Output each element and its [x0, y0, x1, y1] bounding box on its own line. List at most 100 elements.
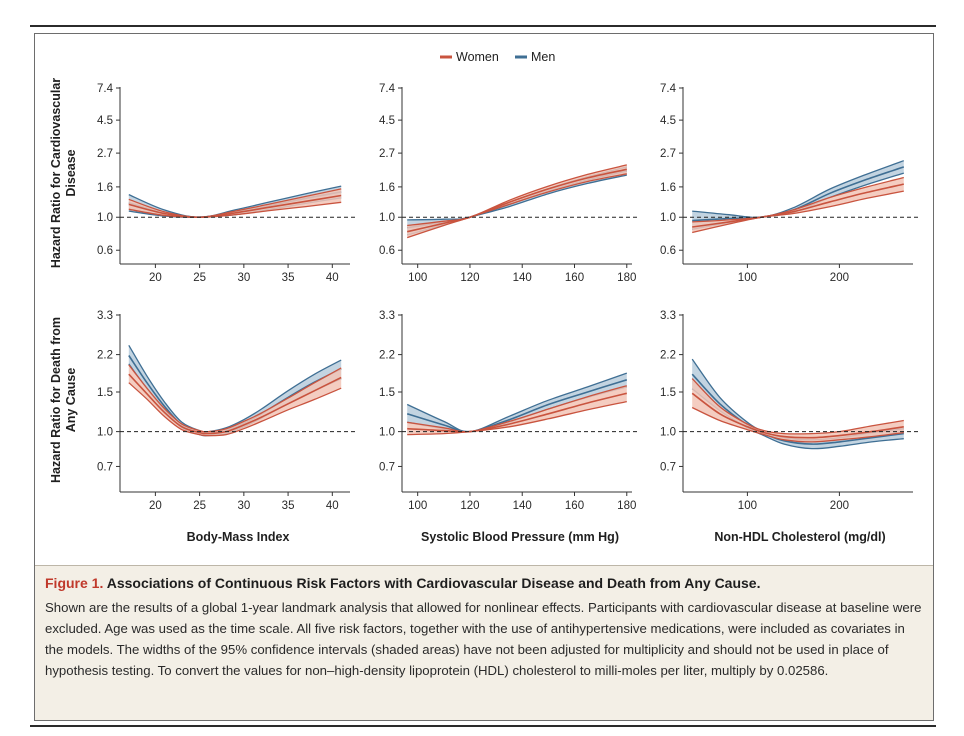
x-tick-label: 25	[193, 500, 206, 512]
women-hazard-line	[691, 392, 904, 439]
x-tick-label: 100	[408, 272, 427, 284]
y-tick-label: 1.0	[660, 212, 676, 224]
women-hazard-line	[407, 392, 627, 433]
y-tick-label: 2.2	[379, 350, 395, 362]
women-hazard-line	[128, 194, 342, 219]
y-tick-label: 1.0	[379, 427, 395, 439]
row2-ylabel-line1: Hazard Ratio for Death from	[49, 317, 63, 483]
top-rule	[30, 25, 936, 27]
row1-ylabel-line2: Disease	[64, 149, 78, 196]
y-tick-label: 3.3	[379, 310, 395, 322]
women-hazard-line	[128, 373, 342, 435]
row2-ylabel-line2: Any Cause	[64, 368, 78, 433]
x-tick-label: 200	[830, 272, 849, 284]
x-tick-label: 100	[408, 500, 427, 512]
men-hazard-line	[406, 379, 628, 433]
x-tick-label: 200	[830, 500, 849, 512]
x-tick-label: 25	[193, 272, 206, 284]
women-lower-ci	[128, 201, 342, 218]
panel-0-2: 7.4 4.5 2.7 1.6 1.0 0.6 100 200	[660, 83, 918, 284]
y-tick-label: 0.6	[660, 245, 676, 257]
y-tick-label: 2.7	[97, 148, 113, 160]
y-tick-label: 4.5	[379, 115, 395, 127]
y-tick-label: 1.6	[97, 182, 113, 194]
x-tick-label: 140	[513, 500, 532, 512]
panel-1-1: 3.3 2.2 1.5 1.0 0.7 100 120 140 160 180	[379, 310, 637, 512]
figure-frame	[34, 33, 934, 721]
y-tick-label: 2.7	[379, 148, 395, 160]
x-tick-label: 160	[565, 500, 584, 512]
panel-1-2: 3.3 2.2 1.5 1.0 0.7 100 200	[660, 310, 918, 512]
x-tick-label: 40	[326, 272, 339, 284]
row1-ylabel-line1: Hazard Ratio for Cardiovascular	[49, 78, 63, 268]
legend-women-label: Women	[456, 50, 499, 64]
y-tick-label: 3.3	[97, 310, 113, 322]
y-tick-label: 1.5	[379, 387, 395, 399]
women-upper-ci	[692, 176, 904, 223]
x-tick-label: 120	[460, 272, 479, 284]
y-tick-label: 3.3	[660, 310, 676, 322]
women-lower-ci	[406, 173, 627, 239]
x-tick-label: 120	[460, 500, 479, 512]
y-tick-label: 0.7	[660, 461, 676, 473]
figure-panels: Women Men Hazard Ratio for Cardiovascula…	[49, 50, 918, 544]
x-tick-label: 160	[565, 272, 584, 284]
legend: Women Men	[440, 50, 555, 64]
x-tick-label: 40	[326, 500, 339, 512]
x-tick-label: 180	[617, 272, 636, 284]
men-upper-ci	[692, 160, 905, 219]
caption-title-line: Figure 1. Associations of Continuous Ris…	[45, 575, 923, 591]
women-upper-ci	[691, 378, 904, 435]
y-tick-label: 4.5	[97, 115, 113, 127]
legend-men-label: Men	[531, 50, 555, 64]
women-upper-ci	[407, 385, 627, 433]
x-tick-label: 20	[149, 272, 162, 284]
x-tick-label: 20	[149, 500, 162, 512]
women-ci-band	[128, 364, 342, 436]
women-hazard-line	[407, 168, 627, 233]
men-upper-ci	[406, 372, 628, 433]
panel-grid: 7.4 4.5 2.7 1.6 1.0 0.6 20 25 30 35 40 7.4 4.5 2.7 1.6…	[97, 83, 918, 512]
women-lower-ci	[128, 382, 342, 437]
x-tick-label: 35	[282, 272, 295, 284]
y-tick-label: 1.0	[379, 212, 395, 224]
women-lower-ci	[407, 400, 627, 436]
x-tick-label: 30	[237, 500, 250, 512]
x-tick-label: 30	[237, 272, 250, 284]
caption-figure-label: Figure 1.	[45, 575, 104, 591]
panel-1-0: 3.3 2.2 1.5 1.0 0.7 20 25 30 35 40	[97, 310, 355, 512]
women-lower-ci	[691, 406, 904, 443]
y-tick-label: 0.7	[97, 461, 113, 473]
y-tick-label: 7.4	[379, 83, 396, 95]
y-tick-label: 2.2	[660, 350, 676, 362]
women-upper-ci	[128, 364, 342, 433]
y-tick-label: 0.6	[379, 245, 395, 257]
caption-title: Associations of Continuous Risk Factors …	[106, 575, 761, 591]
panel-0-0: 7.4 4.5 2.7 1.6 1.0 0.6 20 25 30 35 40	[97, 83, 355, 284]
y-tick-label: 1.5	[97, 387, 113, 399]
xlabel-sbp: Systolic Blood Pressure (mm Hg)	[421, 530, 619, 544]
women-hazard-line	[692, 183, 904, 228]
xlabel-bmi: Body-Mass Index	[187, 530, 290, 544]
x-tick-label: 140	[513, 272, 532, 284]
men-hazard-line	[691, 373, 904, 445]
y-tick-label: 1.0	[97, 427, 113, 439]
caption-box: Figure 1. Associations of Continuous Ris…	[35, 565, 933, 720]
xlabel-cholesterol: Non-HDL Cholesterol (mg/dl)	[714, 530, 885, 544]
caption-body: Shown are the results of a global 1-year…	[45, 600, 922, 678]
y-tick-label: 0.6	[97, 245, 113, 257]
y-tick-label: 4.5	[660, 115, 676, 127]
bottom-rule	[30, 725, 936, 727]
y-tick-label: 7.4	[97, 83, 114, 95]
y-tick-label: 1.5	[660, 387, 676, 399]
x-tick-label: 180	[617, 500, 636, 512]
x-tick-label: 35	[282, 500, 295, 512]
x-tick-label: 100	[738, 272, 757, 284]
y-tick-label: 1.6	[660, 182, 676, 194]
y-tick-label: 7.4	[660, 83, 677, 95]
y-tick-label: 1.0	[660, 427, 676, 439]
y-tick-label: 0.7	[379, 461, 395, 473]
y-tick-label: 2.7	[660, 148, 676, 160]
panel-0-1: 7.4 4.5 2.7 1.6 1.0 0.6 100 120 140 160 180	[379, 83, 637, 284]
x-tick-label: 100	[738, 500, 757, 512]
